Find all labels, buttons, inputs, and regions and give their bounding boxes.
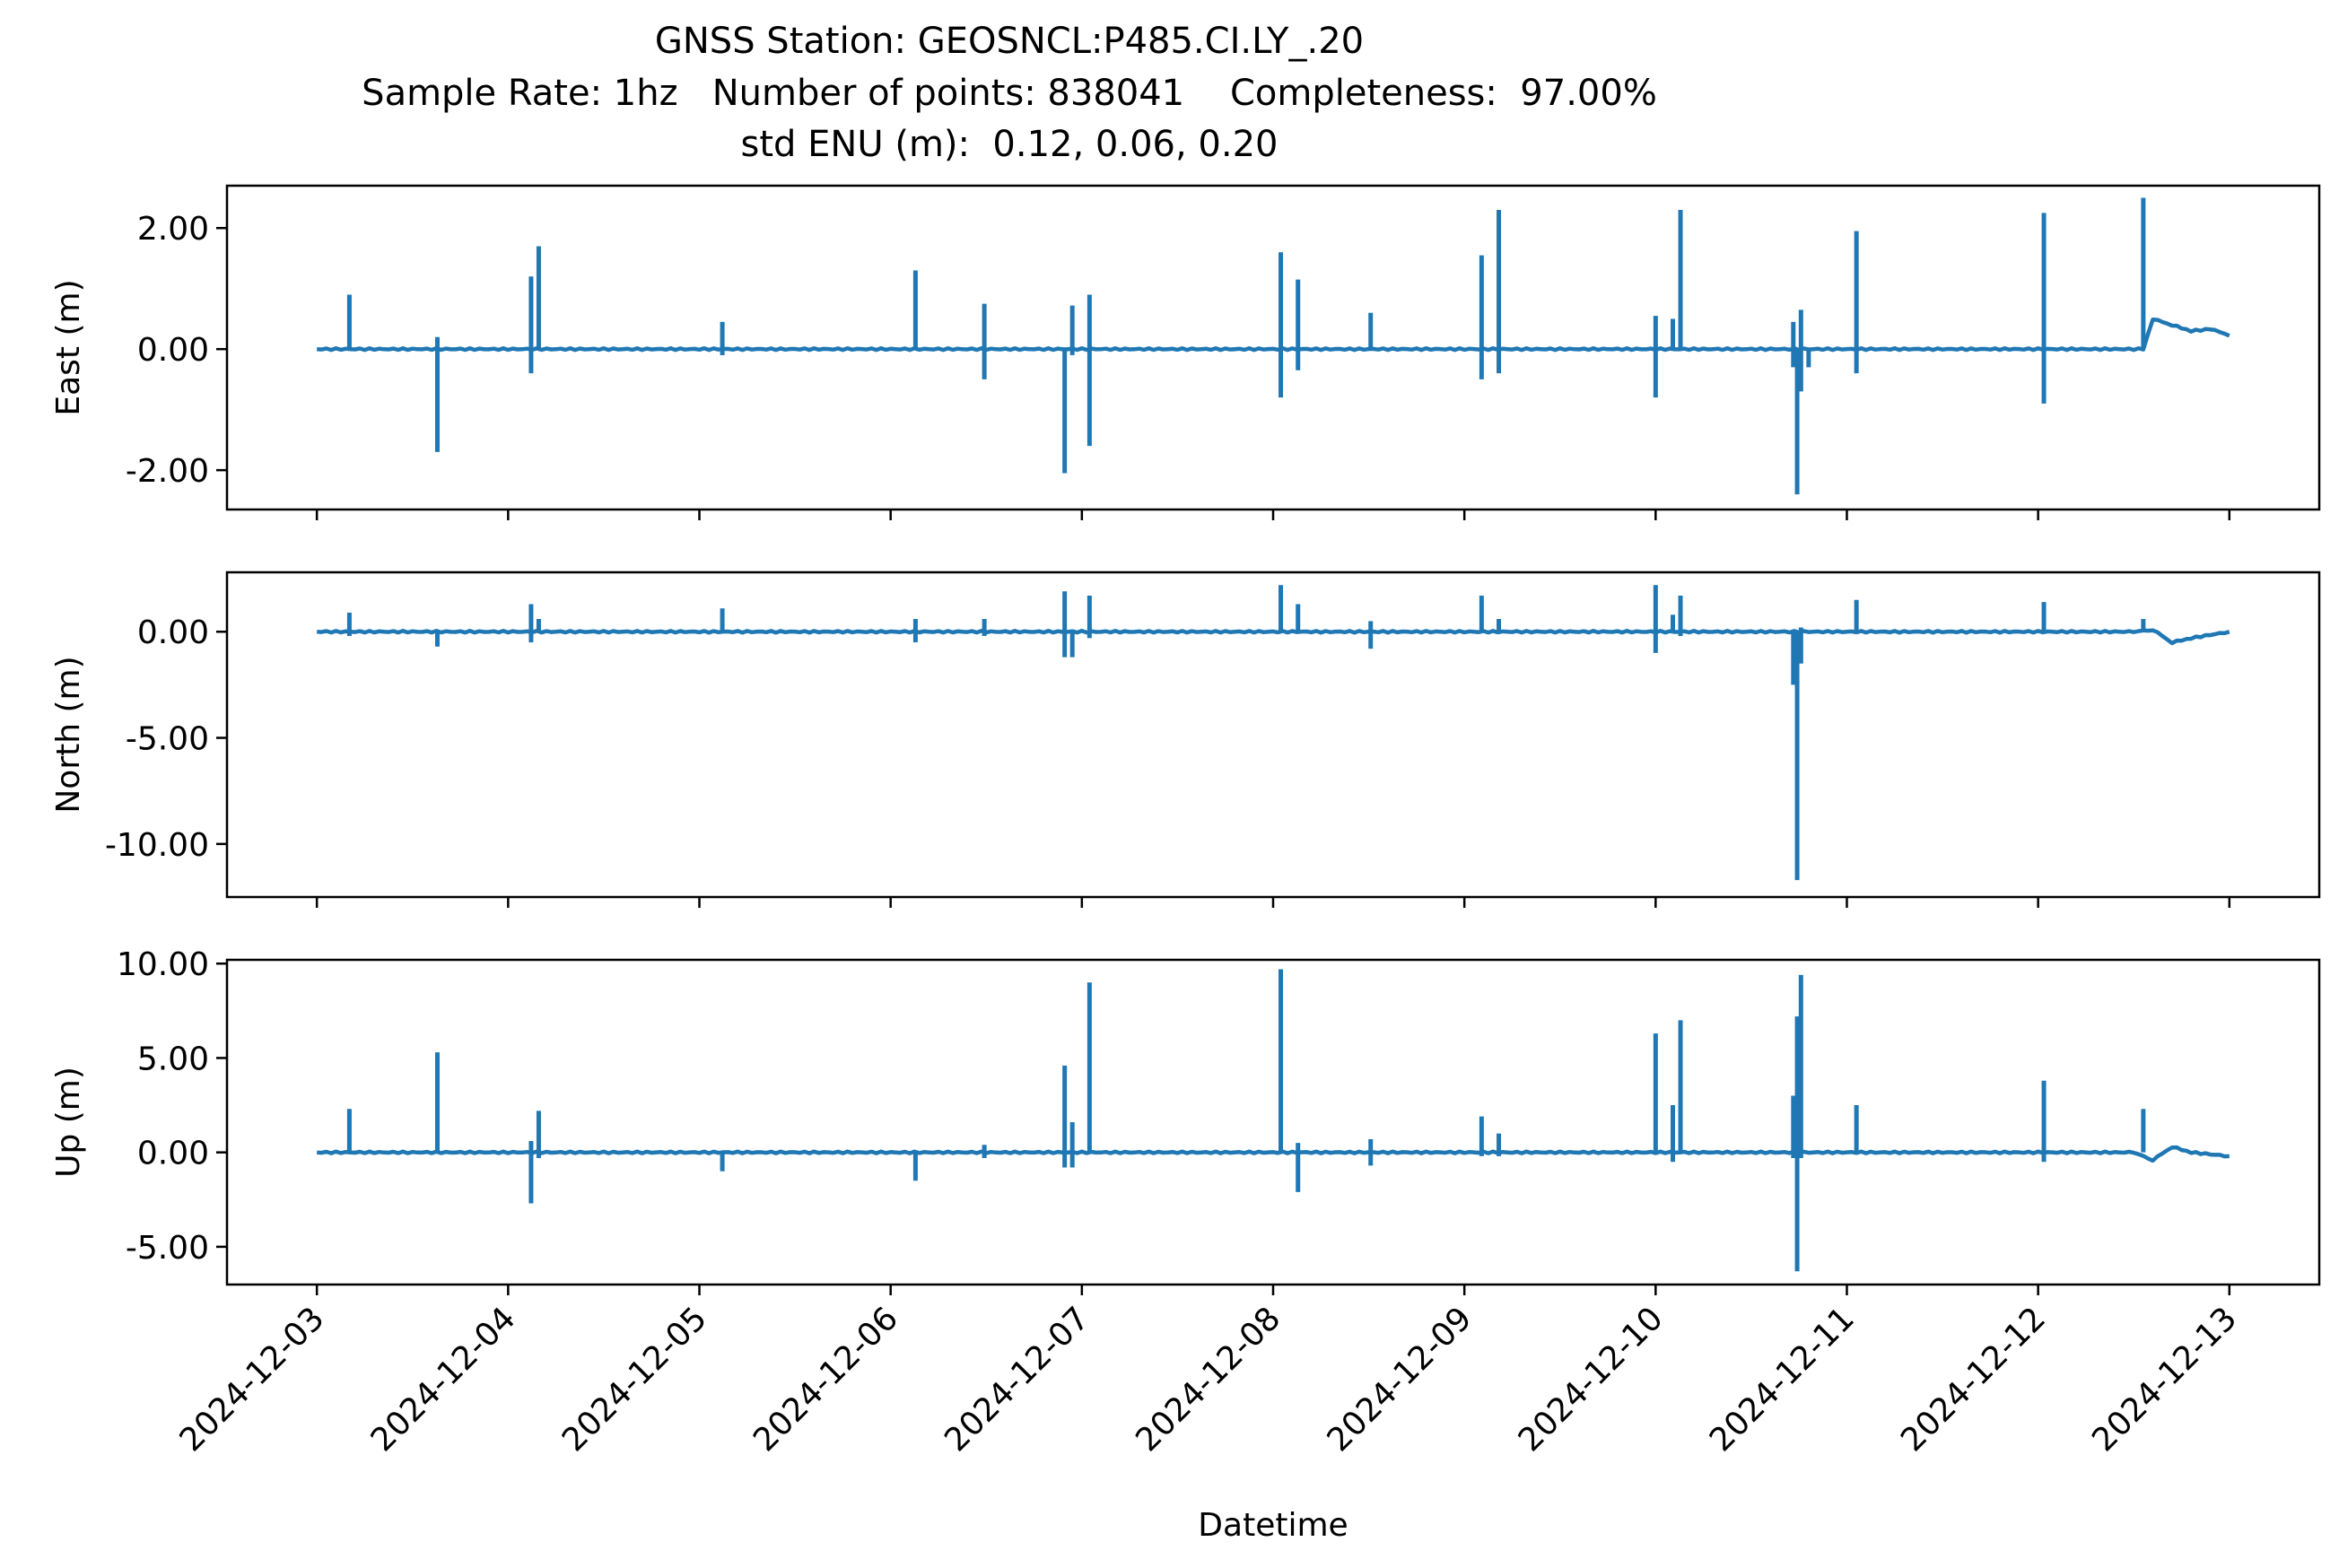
x-axis-label: Datetime [1198, 1507, 1348, 1544]
chart-title-line-3: std ENU (m): 0.12, 0.06, 0.20 [740, 124, 1279, 165]
chart-title-line-1: GNSS Station: GEOSNCL:P485.CI.LY_.20 [654, 21, 1365, 62]
x-tick-label: 2024-12-11 [1703, 1300, 1862, 1459]
x-tick-label: 2024-12-05 [555, 1300, 714, 1459]
series-baseline [317, 317, 2230, 353]
y-tick-label: 0.00 [137, 1136, 209, 1172]
y-tick-label: 10.00 [117, 946, 209, 983]
y-tick-label: -2.00 [126, 453, 209, 490]
y-tick-label: -5.00 [126, 721, 209, 758]
y-tick-label: 5.00 [137, 1041, 209, 1077]
y-tick-label: -5.00 [126, 1230, 209, 1267]
y-axis-label: North (m) [50, 656, 87, 813]
y-tick-label: -10.00 [105, 827, 209, 864]
x-tick-label: 2024-12-07 [938, 1300, 1096, 1459]
y-axis-label: East (m) [50, 279, 87, 415]
y-tick-label: 2.00 [137, 211, 209, 248]
x-tick-label: 2024-12-09 [1321, 1300, 1479, 1459]
series-baseline [317, 1145, 2230, 1163]
x-tick-label: 2024-12-03 [173, 1300, 332, 1459]
x-tick-label: 2024-12-08 [1129, 1300, 1287, 1459]
x-tick-label: 2024-12-13 [2085, 1300, 2244, 1459]
x-tick-label: 2024-12-06 [746, 1300, 905, 1459]
series-baseline [317, 628, 2230, 646]
y-tick-label: 0.00 [137, 614, 209, 651]
y-axis-label: Up (m) [50, 1067, 87, 1178]
chart-title-line-2: Sample Rate: 1hz Number of points: 83804… [362, 73, 1657, 114]
x-tick-label: 2024-12-04 [364, 1300, 523, 1459]
y-tick-label: 0.00 [137, 332, 209, 369]
x-tick-label: 2024-12-10 [1512, 1300, 1671, 1459]
x-tick-label: 2024-12-12 [1894, 1300, 2053, 1459]
